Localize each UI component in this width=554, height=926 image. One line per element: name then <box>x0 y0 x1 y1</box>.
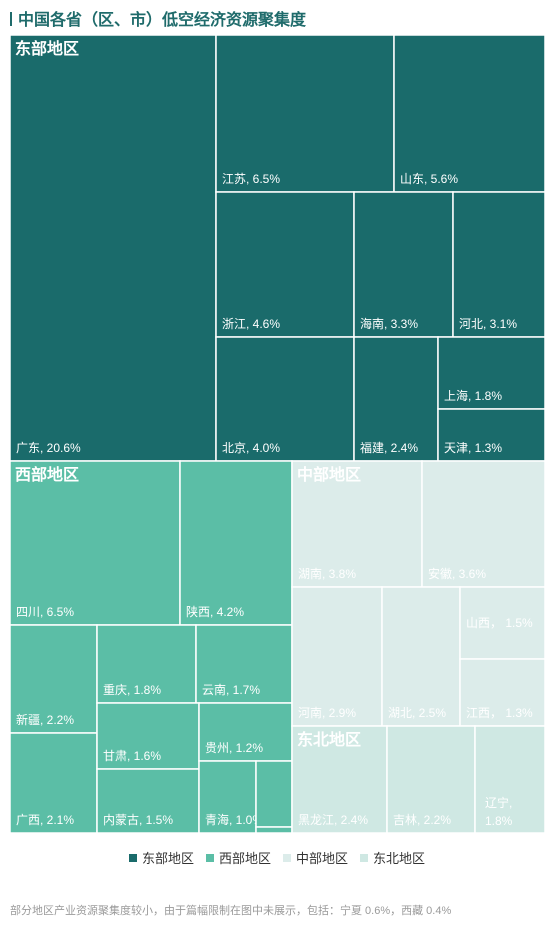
treemap-cell <box>215 191 355 338</box>
treemap-cell <box>474 725 546 834</box>
treemap-cell-label: 山东, 5.6% <box>400 172 458 186</box>
treemap-cell <box>96 768 200 834</box>
treemap-cell <box>393 34 546 193</box>
legend-swatch <box>205 854 214 862</box>
treemap-cell <box>96 624 197 704</box>
treemap-chart: 广东, 20.6% 江苏, 6.5% 山东, 5.6% 浙江, 4.6% 海南, 3.3… <box>9 34 546 834</box>
treemap-cell <box>437 336 546 410</box>
treemap-cell-label: 黑龙江, 2.4% <box>298 813 368 827</box>
title-accent-bar <box>10 12 12 26</box>
treemap-cell <box>353 336 439 462</box>
treemap-cell-label: 湖南, 3.8% <box>298 566 356 581</box>
chart-legend: 东部地区 西部地区 中部地区 东北地区 <box>0 848 554 867</box>
footnote: 部分地区产业资源聚集度较小，由于篇幅限制在图中未展示，包括：宁夏 0.6%，西藏… <box>10 905 452 917</box>
legend-swatch <box>128 854 137 862</box>
treemap-cell-label: 陕西, 4.2% <box>186 604 244 619</box>
treemap-cell <box>9 460 181 626</box>
treemap-cell <box>386 725 476 834</box>
treemap-cell <box>459 586 546 660</box>
treemap-cell-label: 吉林, 2.2% <box>393 813 451 827</box>
treemap-cell-label: 内蒙古, 1.5% <box>103 812 173 827</box>
treemap-group-label: 东部地区 <box>15 39 79 58</box>
treemap-cell <box>437 408 546 462</box>
treemap-cell <box>291 586 383 727</box>
treemap-cell-label: 新疆, 2.2% <box>16 712 74 727</box>
treemap-group-label: 东北地区 <box>297 730 361 749</box>
treemap-cell-label: 云南, 1.7% <box>202 682 260 697</box>
legend-label: 中部地区 <box>296 851 349 866</box>
legend-item: 中部地区 <box>283 848 348 867</box>
treemap-cell-label: 北京, 4.0% <box>222 441 280 455</box>
treemap-cell-label: 河北, 3.1% <box>459 317 517 331</box>
treemap-cell-label: 广西, 2.1% <box>16 813 74 827</box>
treemap-cell-label: 上海, 1.8% <box>444 388 502 403</box>
treemap-cell-label: 广东, 20.6% <box>16 441 81 455</box>
treemap-cell-label: 辽宁, <box>485 795 512 810</box>
treemap-cell <box>198 760 257 834</box>
treemap-group-label: 西部地区 <box>15 465 79 484</box>
treemap-cell-label: 河南, 2.9% <box>298 705 356 720</box>
treemap-cell <box>215 34 395 193</box>
legend-label: 东部地区 <box>141 851 194 866</box>
legend-item: 西部地区 <box>205 848 271 867</box>
treemap-cell <box>381 586 461 727</box>
treemap-cell <box>255 760 293 828</box>
treemap-cell <box>9 732 98 834</box>
treemap-cell-label: 海南, 3.3% <box>360 316 418 331</box>
treemap-cell-label: 重庆, 1.8% <box>103 683 161 697</box>
treemap-cell-label: 福建, 2.4% <box>360 440 418 455</box>
treemap-cell-label: 湖北, 2.5% <box>388 705 446 720</box>
treemap-cell <box>353 191 454 338</box>
treemap-cell-label: 浙江, 4.6% <box>222 317 280 331</box>
treemap-cell-label: 贵州, 1.2% <box>205 741 263 755</box>
treemap-cell <box>291 460 423 588</box>
treemap-cell <box>255 826 293 834</box>
legend-label: 东北地区 <box>373 851 426 866</box>
treemap-cell-label: 安徽, 3.6% <box>428 566 486 581</box>
treemap-cell <box>215 336 355 462</box>
treemap-cell-label: 山西， 1.5% <box>466 616 533 630</box>
chart-title-text: 中国各省（区、市）低空经济资源聚集度 <box>18 12 307 29</box>
treemap-cell-label: 青海, 1.0% <box>205 812 263 827</box>
treemap-cell-label: 甘肃, 1.6% <box>103 749 161 763</box>
treemap-cell <box>452 191 546 338</box>
chart-title: 中国各省（区、市）低空经济资源聚集度 <box>10 6 306 30</box>
treemap-cell-label: 江西， 1.3% <box>466 706 533 720</box>
treemap-cell <box>421 460 546 588</box>
legend-swatch <box>360 854 369 862</box>
treemap-cell <box>459 658 546 727</box>
legend-item: 东部地区 <box>128 848 194 867</box>
treemap-cell-label: 天津, 1.3% <box>444 441 502 455</box>
treemap-cell-label: 1.8% <box>485 814 513 828</box>
treemap-cell <box>195 624 293 704</box>
legend-label: 西部地区 <box>218 851 271 866</box>
treemap-cell-label: 江苏, 6.5% <box>222 172 280 186</box>
treemap-cell <box>9 34 217 462</box>
treemap-cell-label: 四川, 6.5% <box>16 605 74 619</box>
treemap-group-label: 中部地区 <box>297 465 361 484</box>
treemap-cell <box>179 460 293 626</box>
legend-item: 东北地区 <box>360 848 425 867</box>
legend-swatch <box>283 854 291 862</box>
